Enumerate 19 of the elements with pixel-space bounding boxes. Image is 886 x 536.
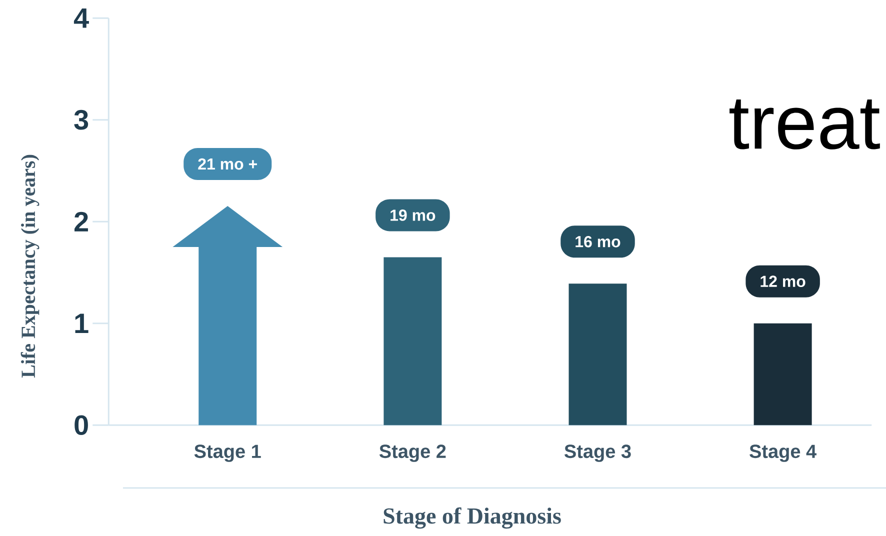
- annotation: 19 mo: [390, 210, 436, 221]
- y-axis-title: Life Expectancy (in years): [20, 154, 40, 378]
- annotation: 16 mo: [576, 236, 620, 248]
- y-tick-label: 1: [75, 314, 88, 333]
- x-tick-label: Stage 1: [194, 444, 261, 462]
- x-tick-label: Stage 2: [379, 444, 446, 462]
- y-tick-label: 3: [74, 110, 88, 130]
- x-tick-label: Stage 4: [750, 444, 816, 462]
- annotation: 21 mo +: [198, 158, 257, 170]
- x-axis-title: Stage of Diagnosis: [384, 507, 561, 529]
- bar: [754, 323, 812, 426]
- bar: [568, 284, 627, 426]
- y-tick-label: 0: [74, 415, 88, 435]
- x-tick-label: Stage 3: [564, 444, 631, 462]
- y-tick-label: 2: [74, 212, 88, 232]
- annotation: 12 mo: [760, 276, 806, 288]
- y-tick-label: 4: [74, 8, 89, 28]
- annotation: treat: [730, 100, 880, 150]
- bar: [384, 257, 442, 426]
